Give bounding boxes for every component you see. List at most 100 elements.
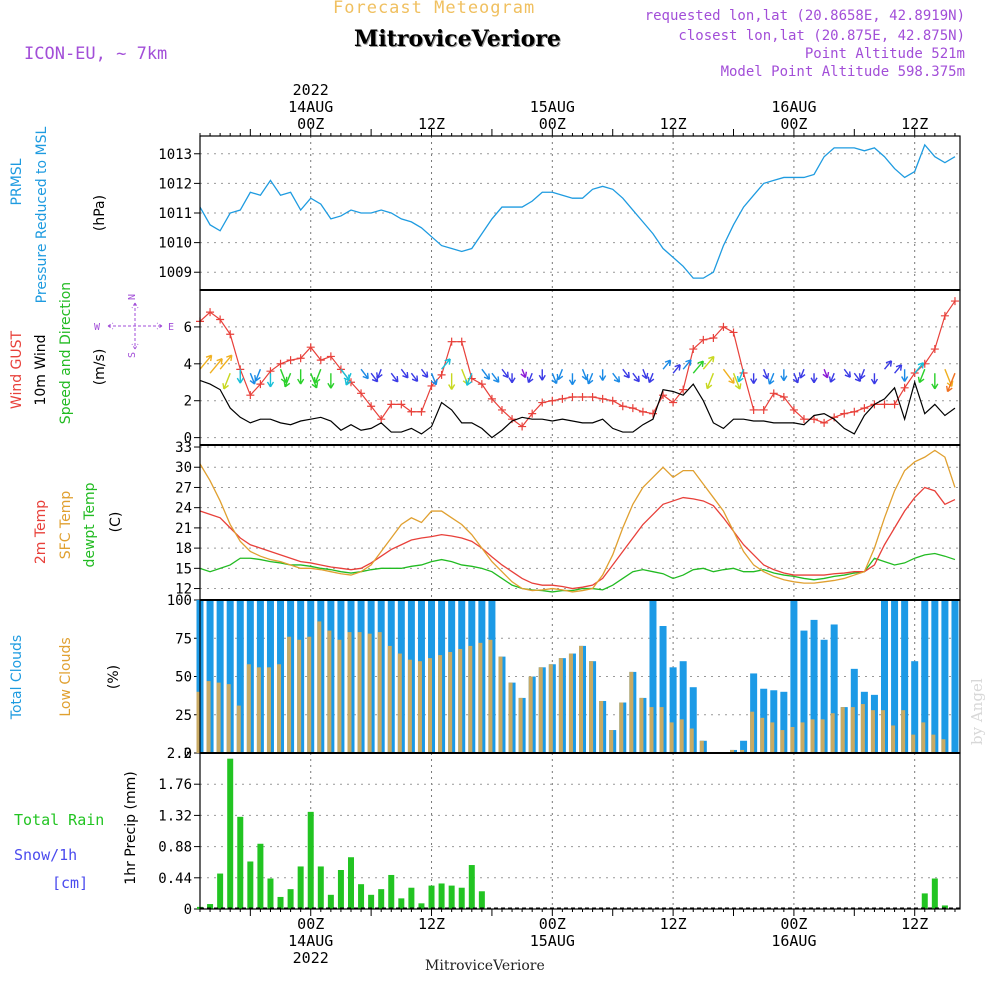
gust-marker: [578, 393, 587, 402]
total-clouds-bar: [206, 600, 214, 753]
gust-marker: [669, 398, 678, 407]
gust-marker: [447, 337, 456, 346]
wind-direction-arrow: [209, 358, 223, 374]
wind-direction-arrow: [310, 372, 319, 389]
wind-direction-arrow: [798, 368, 806, 379]
top-time-label: 2022: [293, 81, 329, 99]
wind-frame: [199, 289, 961, 446]
rain-bar: [257, 843, 264, 909]
rain-bar: [217, 873, 224, 909]
wind-direction-arrow: [702, 355, 715, 370]
low-clouds-bar: [256, 667, 261, 753]
bottom-time-label: 12Z: [660, 915, 687, 933]
low-clouds-bar: [438, 655, 443, 753]
low-clouds-bar: [901, 710, 906, 753]
low-clouds-bar: [498, 656, 503, 753]
prmsl-ytick-label: 1013: [158, 147, 192, 163]
clouds-unit-label: (%): [106, 665, 122, 689]
gust-marker: [799, 415, 808, 424]
closest-coords: closest lon,lat (20.875E, 42.875N): [678, 28, 965, 44]
gust-marker: [286, 356, 295, 365]
low-clouds-bar: [377, 632, 382, 753]
rain-bar: [458, 887, 465, 909]
total-clouds-bar: [931, 600, 939, 753]
wind-direction-arrow: [944, 368, 954, 387]
compass-south: S: [127, 352, 138, 358]
gust-marker: [407, 407, 416, 416]
compass-east: E: [168, 322, 174, 333]
gust-marker: [558, 394, 567, 403]
gust-marker: [719, 322, 728, 331]
rain-bar: [428, 885, 435, 909]
low-clouds-bar: [740, 749, 745, 753]
low-clouds-bar: [881, 710, 886, 753]
wind-direction-arrow: [767, 372, 775, 385]
gust-marker: [709, 333, 718, 342]
low-clouds-bar: [931, 734, 936, 753]
low-clouds-bar: [458, 648, 463, 753]
gust-marker: [900, 383, 909, 392]
wind-direction-arrow: [390, 372, 399, 383]
forecast-title: Forecast Meteogram: [333, 0, 536, 18]
total-rain-label: Total Rain: [14, 811, 104, 829]
low-clouds-bar: [589, 661, 594, 753]
wind-direction-arrow: [843, 368, 851, 378]
total-clouds-bar: [649, 600, 657, 753]
clouds-ytick-label: 25: [175, 708, 192, 724]
low-clouds-bar: [760, 717, 765, 753]
total-clouds-bar: [901, 600, 909, 753]
rain-bar: [307, 811, 314, 909]
total-clouds-bar: [236, 600, 244, 753]
low-clouds-bar: [921, 722, 926, 753]
total-clouds-bar: [881, 600, 889, 753]
gust-marker: [316, 356, 325, 365]
low-clouds-bar: [508, 682, 513, 753]
prmsl-unit-label: (hPa): [92, 195, 108, 231]
wind-direction-arrow: [792, 372, 800, 384]
wind-direction-arrow: [441, 358, 451, 370]
low-clouds-bar: [548, 664, 553, 753]
wind-direction-arrow: [556, 368, 564, 381]
rain-bar: [931, 878, 938, 909]
wind-direction-arrow: [526, 372, 534, 384]
low-clouds-bar: [357, 632, 362, 753]
low-clouds-bar: [327, 630, 332, 753]
total-clouds-bar: [679, 661, 687, 753]
credit-watermark: by Angel: [968, 678, 986, 745]
low-clouds-bar: [840, 707, 845, 753]
rain-bar: [327, 894, 334, 909]
low-clouds-bar: [780, 730, 785, 753]
total-clouds-bar: [770, 690, 778, 753]
low-clouds-bar: [891, 725, 896, 753]
gust-marker: [860, 404, 869, 413]
wind-direction-arrow: [236, 369, 244, 384]
wind-direction-arrow: [568, 373, 577, 386]
gust-marker: [487, 394, 496, 403]
low-clouds-bar: [800, 722, 805, 753]
low-clouds-bar: [307, 636, 312, 753]
gust-marker: [397, 400, 406, 409]
low-clouds-bar: [669, 722, 674, 753]
clouds-ytick-label: 50: [175, 670, 192, 686]
bottom-time-label: 2022: [293, 949, 329, 967]
low-clouds-bar: [428, 658, 433, 753]
rain-bar: [337, 870, 344, 909]
prmsl-ytick-label: 1011: [158, 206, 192, 222]
bottom-time-label: 15AUG: [530, 932, 575, 950]
low-clouds-bar: [478, 642, 483, 753]
precipitation-ytick-label: 2.2: [167, 746, 192, 762]
t2m-line: [199, 486, 956, 590]
low-clouds-bar: [850, 707, 855, 753]
low-clouds-bar: [860, 704, 865, 753]
total-clouds-bar: [780, 691, 788, 753]
wind-direction-arrow: [410, 372, 419, 383]
wind-direction-arrow: [376, 368, 383, 379]
wind-direction-arrow: [448, 373, 456, 390]
low-clouds-bar: [770, 722, 775, 753]
gust-marker: [568, 393, 577, 402]
total-clouds-bar: [830, 624, 838, 753]
compass-north: N: [127, 294, 138, 300]
gust-marker: [638, 407, 647, 416]
gust-marker: [417, 407, 426, 416]
low-clouds-bar: [730, 749, 735, 753]
